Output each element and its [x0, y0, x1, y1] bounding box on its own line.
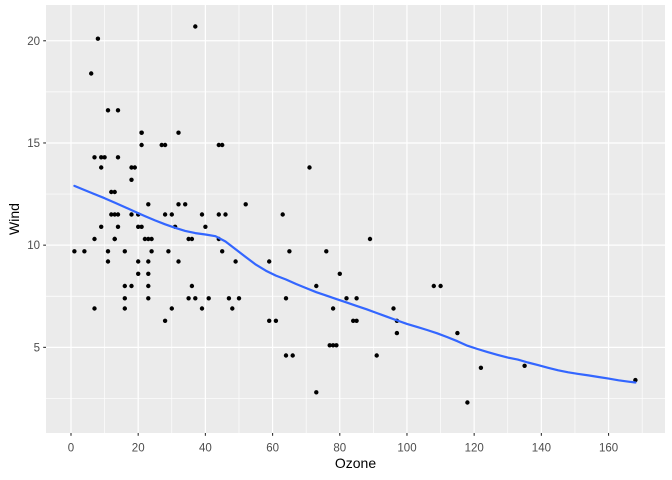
svg-text:0: 0: [68, 443, 74, 455]
svg-text:100: 100: [397, 443, 416, 455]
gridlines-minor: [46, 5, 665, 433]
y-axis-tick-labels: 5 10 15 20: [27, 36, 40, 355]
svg-text:120: 120: [465, 443, 484, 455]
svg-text:5: 5: [34, 342, 40, 354]
x-axis-tick-labels: 0 20 40 60 80 100 120 140 160: [68, 443, 618, 455]
loess-smooth-line: [73, 184, 637, 384]
plot-panel: [46, 5, 665, 433]
svg-text:140: 140: [532, 443, 551, 455]
svg-text:20: 20: [132, 443, 145, 455]
data-points: [72, 24, 638, 405]
x-axis-title: Ozone: [334, 455, 377, 471]
svg-text:160: 160: [599, 443, 618, 455]
svg-text:10: 10: [27, 240, 40, 252]
svg-text:60: 60: [266, 443, 279, 455]
gridlines-major: [46, 5, 665, 433]
axis-ticks: [43, 40, 610, 436]
svg-text:40: 40: [199, 443, 212, 455]
y-axis-title: Wind: [6, 203, 22, 235]
svg-text:15: 15: [27, 138, 40, 150]
svg-text:20: 20: [27, 36, 40, 48]
svg-text:80: 80: [333, 443, 346, 455]
